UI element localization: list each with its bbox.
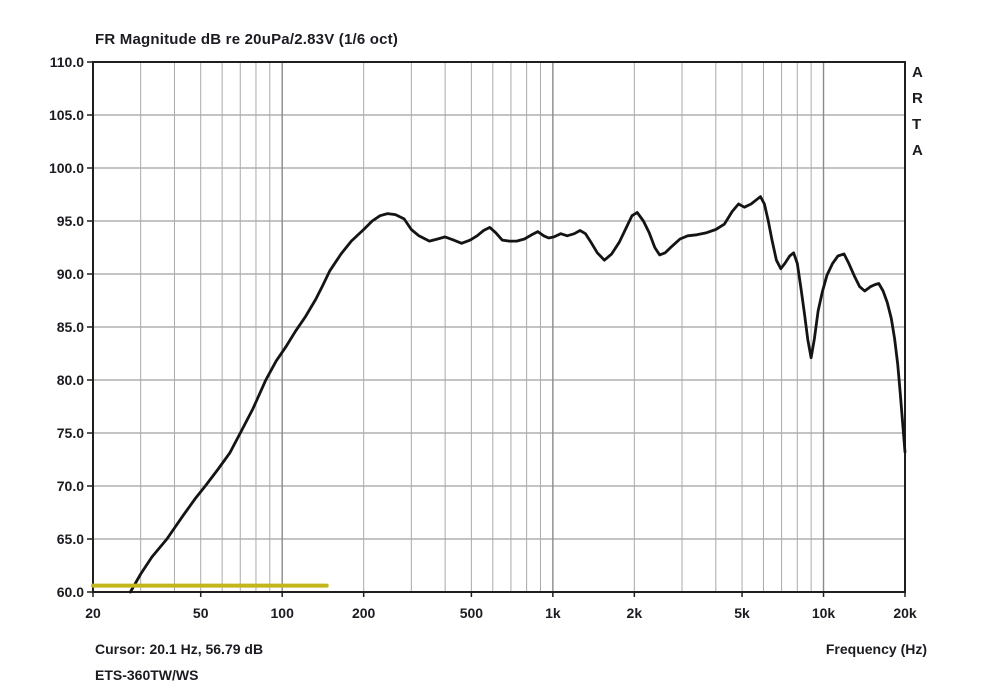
x-tick-label: 5k bbox=[734, 605, 750, 621]
y-tick-label: 75.0 bbox=[57, 425, 84, 441]
arta-watermark-letter: T bbox=[912, 116, 922, 133]
x-axis-title: Frequency (Hz) bbox=[825, 641, 927, 657]
x-tick-label: 2k bbox=[627, 605, 643, 621]
cursor-readout: Cursor: 20.1 Hz, 56.79 dB bbox=[95, 641, 264, 657]
x-tick-label: 1k bbox=[545, 605, 561, 621]
y-tick-label: 85.0 bbox=[57, 319, 84, 335]
x-tick-label: 200 bbox=[352, 605, 376, 621]
y-tick-label: 95.0 bbox=[57, 213, 84, 229]
x-tick-label: 10k bbox=[812, 605, 836, 621]
y-tick-label: 110.0 bbox=[50, 54, 84, 70]
arta-watermark-letter: A bbox=[912, 142, 923, 159]
y-tick-label: 100.0 bbox=[49, 160, 84, 176]
y-tick-label: 80.0 bbox=[57, 372, 84, 388]
x-tick-label: 100 bbox=[271, 605, 295, 621]
y-tick-label: 60.0 bbox=[57, 584, 84, 600]
y-tick-label: 65.0 bbox=[57, 531, 84, 547]
arta-watermark-letter: A bbox=[912, 64, 923, 81]
device-label: ETS-360TW/WS bbox=[95, 667, 199, 683]
x-tick-label: 20k bbox=[893, 605, 917, 621]
fr-magnitude-curve bbox=[128, 195, 907, 594]
y-tick-label: 105.0 bbox=[49, 107, 84, 123]
y-tick-label: 90.0 bbox=[57, 266, 84, 282]
arta-watermark-letter: R bbox=[912, 90, 923, 107]
x-tick-label: 50 bbox=[193, 605, 209, 621]
x-tick-label: 500 bbox=[460, 605, 484, 621]
x-tick-label: 20 bbox=[85, 605, 101, 621]
chart-title: FR Magnitude dB re 20uPa/2.83V (1/6 oct) bbox=[95, 31, 399, 48]
y-tick-label: 70.0 bbox=[57, 478, 84, 494]
